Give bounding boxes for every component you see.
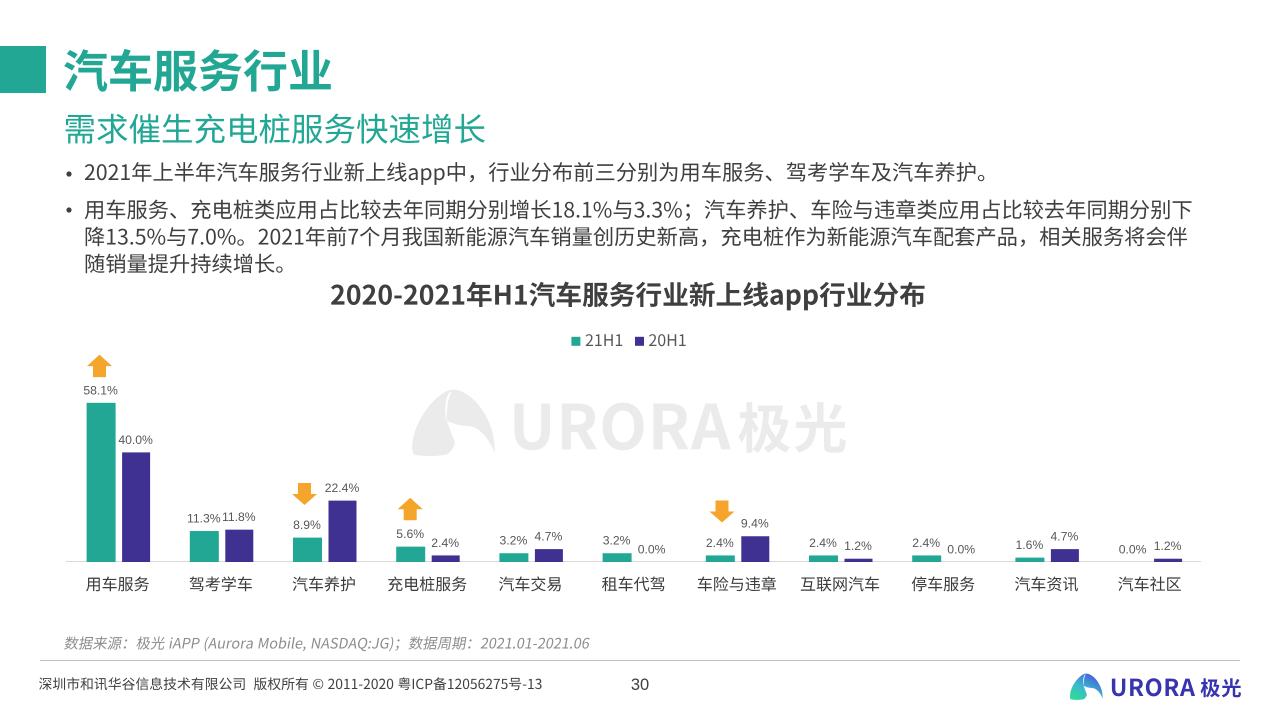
svg-text:11.3%: 11.3% (187, 512, 221, 526)
svg-text:4.7%: 4.7% (1051, 530, 1079, 544)
svg-text:0.0%: 0.0% (1119, 543, 1147, 557)
svg-text:1.6%: 1.6% (1016, 538, 1044, 552)
svg-text:1.2%: 1.2% (1154, 539, 1182, 553)
svg-text:5.6%: 5.6% (396, 527, 424, 541)
svg-text:11.8%: 11.8% (222, 510, 256, 524)
svg-text:3.2%: 3.2% (500, 534, 528, 548)
svg-text:40.0%: 40.0% (118, 433, 153, 447)
svg-text:0.0%: 0.0% (638, 543, 666, 557)
svg-text:2.4%: 2.4% (706, 536, 734, 550)
svg-text:2.4%: 2.4% (912, 536, 940, 550)
svg-text:9.4%: 9.4% (741, 517, 769, 531)
svg-text:3.2%: 3.2% (603, 534, 631, 548)
svg-text:2.4%: 2.4% (431, 536, 459, 550)
svg-text:2.4%: 2.4% (809, 536, 837, 550)
svg-text:30: 30 (631, 676, 649, 694)
svg-text:1.2%: 1.2% (844, 539, 872, 553)
svg-text:4.7%: 4.7% (535, 530, 563, 544)
svg-text:0.0%: 0.0% (947, 543, 975, 557)
svg-text:22.4%: 22.4% (325, 481, 360, 495)
svg-text:8.9%: 8.9% (293, 518, 321, 532)
svg-text:58.1%: 58.1% (83, 383, 118, 397)
